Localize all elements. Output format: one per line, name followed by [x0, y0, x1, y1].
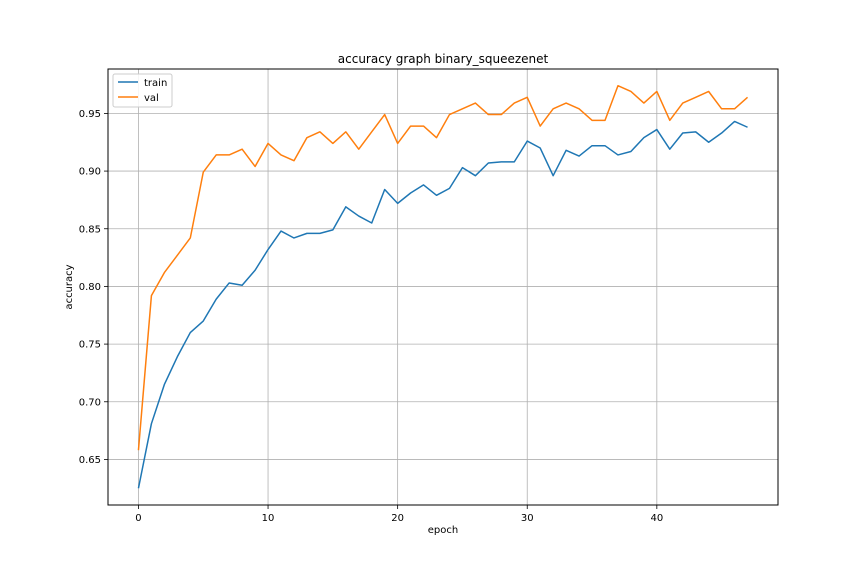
y-tick-label: 0.70 — [79, 397, 101, 408]
y-tick-label: 0.65 — [79, 455, 101, 466]
series-lines — [137, 84, 749, 489]
y-tick-label: 0.80 — [79, 282, 101, 293]
y-tick-label: 0.75 — [79, 340, 101, 351]
legend: train val — [112, 73, 173, 108]
x-tick-label: 20 — [391, 513, 404, 524]
plot-frame — [107, 68, 779, 506]
x-tick-label: 0 — [135, 513, 141, 524]
x-tick-label: 10 — [262, 513, 275, 524]
legend-val-label: val — [144, 93, 159, 104]
x-tick-label: 30 — [521, 513, 534, 524]
series-line-train — [137, 120, 748, 489]
axis-ticks: 0 10 20 30 40 0.65 0.70 0.75 0.80 0.85 0.90 0.95 — [79, 109, 663, 524]
x-tick-label: 40 — [650, 513, 663, 524]
y-axis-label: accuracy — [64, 264, 75, 309]
legend-train-label: train — [144, 78, 167, 89]
chart-title: accuracy graph binary_squeezenet — [338, 52, 549, 66]
x-axis-label: epoch — [428, 525, 458, 536]
y-tick-label: 0.90 — [79, 167, 101, 178]
y-tick-label: 0.95 — [79, 109, 101, 120]
series-line-val — [137, 84, 749, 451]
y-tick-label: 0.85 — [79, 224, 101, 235]
